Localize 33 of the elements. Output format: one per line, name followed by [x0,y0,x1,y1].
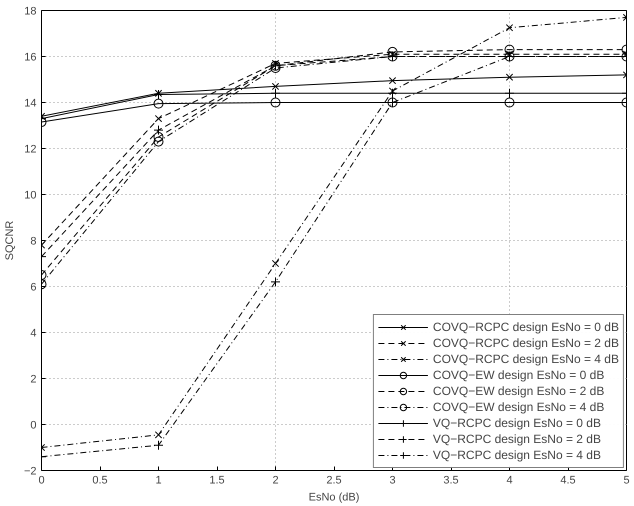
x-tick-label: 4 [506,474,513,486]
legend-label: COVQ−RCPC design EsNo = 0 dB [432,319,619,335]
x-tick-label: 2.5 [326,474,342,486]
legend-label: VQ−RCPC design EsNo = 0 dB [432,415,601,431]
legend-label: COVQ−RCPC design EsNo = 4 dB [432,351,619,367]
y-tick-label: −2 [24,466,37,478]
x-tick-label: 3 [389,474,396,486]
y-tick-label: 16 [24,52,37,64]
y-tick-label: 0 [30,420,37,432]
y-tick-label: 8 [30,236,37,248]
y-tick-label: 4 [30,328,37,340]
x-tick-label: 0 [38,474,45,486]
legend-label: COVQ−EW design EsNo = 2 dB [432,383,604,399]
x-tick-label: 1 [155,474,162,486]
y-tick-label: 12 [24,144,37,156]
legend-label: VQ−RCPC design EsNo = 4 dB [432,447,601,463]
y-tick-label: 18 [24,6,37,18]
x-tick-label: 5 [623,474,630,486]
y-tick-label: 2 [30,374,37,386]
x-tick-label: 4.5 [560,474,576,486]
x-tick-label: 0.5 [92,474,108,486]
x-tick-label: 1.5 [209,474,225,486]
legend-label: VQ−RCPC design EsNo = 2 dB [432,431,601,447]
legend-label: COVQ−EW design EsNo = 0 dB [432,367,604,383]
x-axis-title: EsNo (dB) [308,492,360,504]
y-axis-title: SQCNR [4,220,16,260]
legend-label: COVQ−RCPC design EsNo = 2 dB [432,335,619,351]
y-tick-label: 10 [24,190,37,202]
y-tick-label: 6 [30,282,37,294]
legend-label: COVQ−EW design EsNo = 4 dB [432,399,604,415]
y-tick-label: 14 [24,98,37,110]
x-tick-label: 2 [272,474,279,486]
x-tick-label: 3.5 [443,474,459,486]
